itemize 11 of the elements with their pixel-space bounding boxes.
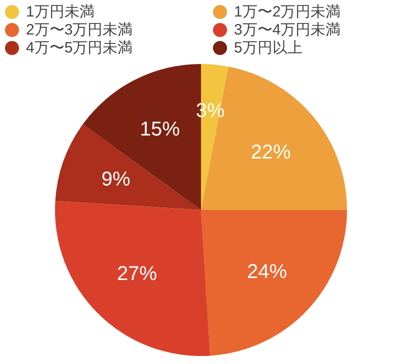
- legend-label: 5万円以上: [234, 40, 302, 56]
- legend-label: 2万〜3万円未満: [26, 22, 133, 38]
- data-label: 24%: [246, 260, 288, 283]
- data-label: 22%: [250, 141, 291, 164]
- legend-label: 1万〜2万円未満: [234, 4, 341, 20]
- data-label: 27%: [116, 263, 158, 286]
- data-label: 9%: [101, 168, 130, 190]
- legend-label: 3万〜4万円未満: [234, 22, 341, 38]
- legend-label: 4万〜5万円未満: [26, 40, 133, 56]
- data-label: 15%: [140, 118, 180, 140]
- legend-label: 1万円未満: [26, 4, 94, 20]
